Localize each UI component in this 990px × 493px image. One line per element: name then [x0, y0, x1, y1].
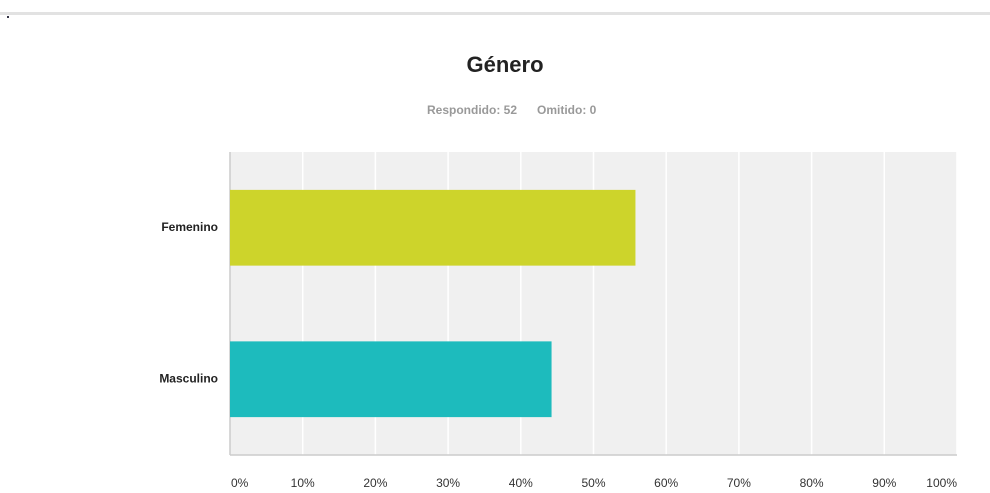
x-tick-label: 60% [654, 476, 678, 490]
chart-title: Género [466, 52, 543, 77]
dot [7, 16, 9, 18]
x-tick-label: 20% [363, 476, 387, 490]
subtitle: Omitido: 0 [537, 103, 597, 117]
bar [230, 189, 636, 266]
y-tick-label: Masculino [159, 371, 218, 385]
x-tick-label: 40% [509, 476, 533, 490]
x-tick-label: 50% [581, 476, 605, 490]
x-tick-label: 100% [926, 476, 957, 490]
x-tick-label: 80% [800, 476, 824, 490]
bar [230, 341, 552, 418]
x-tick-label: 10% [291, 476, 315, 490]
top-rule [0, 12, 990, 15]
x-tick-label: 0% [231, 476, 249, 490]
x-tick-label: 90% [872, 476, 896, 490]
y-tick-label: Femenino [161, 220, 218, 234]
subtitle: Respondido: 52 [427, 103, 517, 117]
x-tick-label: 70% [727, 476, 751, 490]
x-tick-label: 30% [436, 476, 460, 490]
